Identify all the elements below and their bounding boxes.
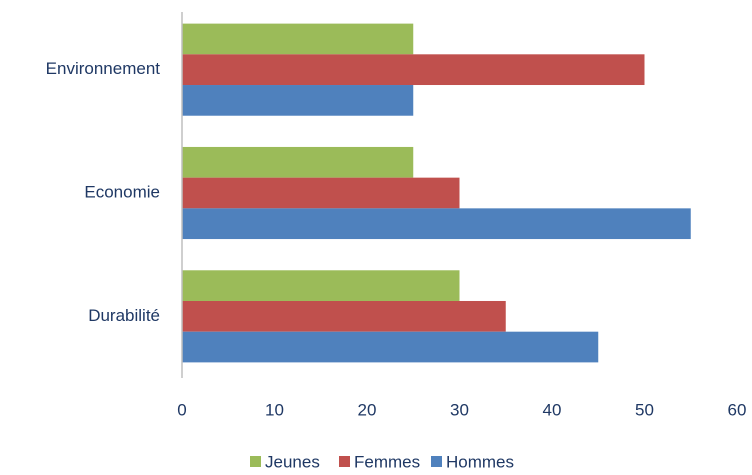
bar (182, 300, 506, 332)
x-tick-label: 20 (358, 400, 377, 419)
bar (182, 208, 691, 240)
bar (182, 146, 414, 178)
legend-swatch (431, 456, 442, 467)
bar (182, 23, 414, 55)
bar (182, 85, 414, 116)
legend-label: Hommes (446, 452, 514, 471)
x-tick-label: 50 (635, 400, 654, 419)
bar (182, 331, 599, 363)
x-tick-label: 0 (177, 400, 186, 419)
x-tick-label: 10 (265, 400, 284, 419)
bar (182, 270, 460, 301)
bar (182, 177, 460, 209)
legend-swatch (339, 456, 350, 467)
y-tick-label: Economie (84, 182, 160, 201)
legend-label: Femmes (354, 452, 420, 471)
legend-label: Jeunes (265, 452, 320, 471)
y-tick-label: Durabilité (88, 306, 160, 325)
bar (182, 54, 645, 86)
x-tick-label: 30 (450, 400, 469, 419)
y-tick-label: Environnement (46, 59, 161, 78)
x-tick-label: 60 (728, 400, 747, 419)
x-tick-label: 40 (543, 400, 562, 419)
legend-swatch (250, 456, 261, 467)
